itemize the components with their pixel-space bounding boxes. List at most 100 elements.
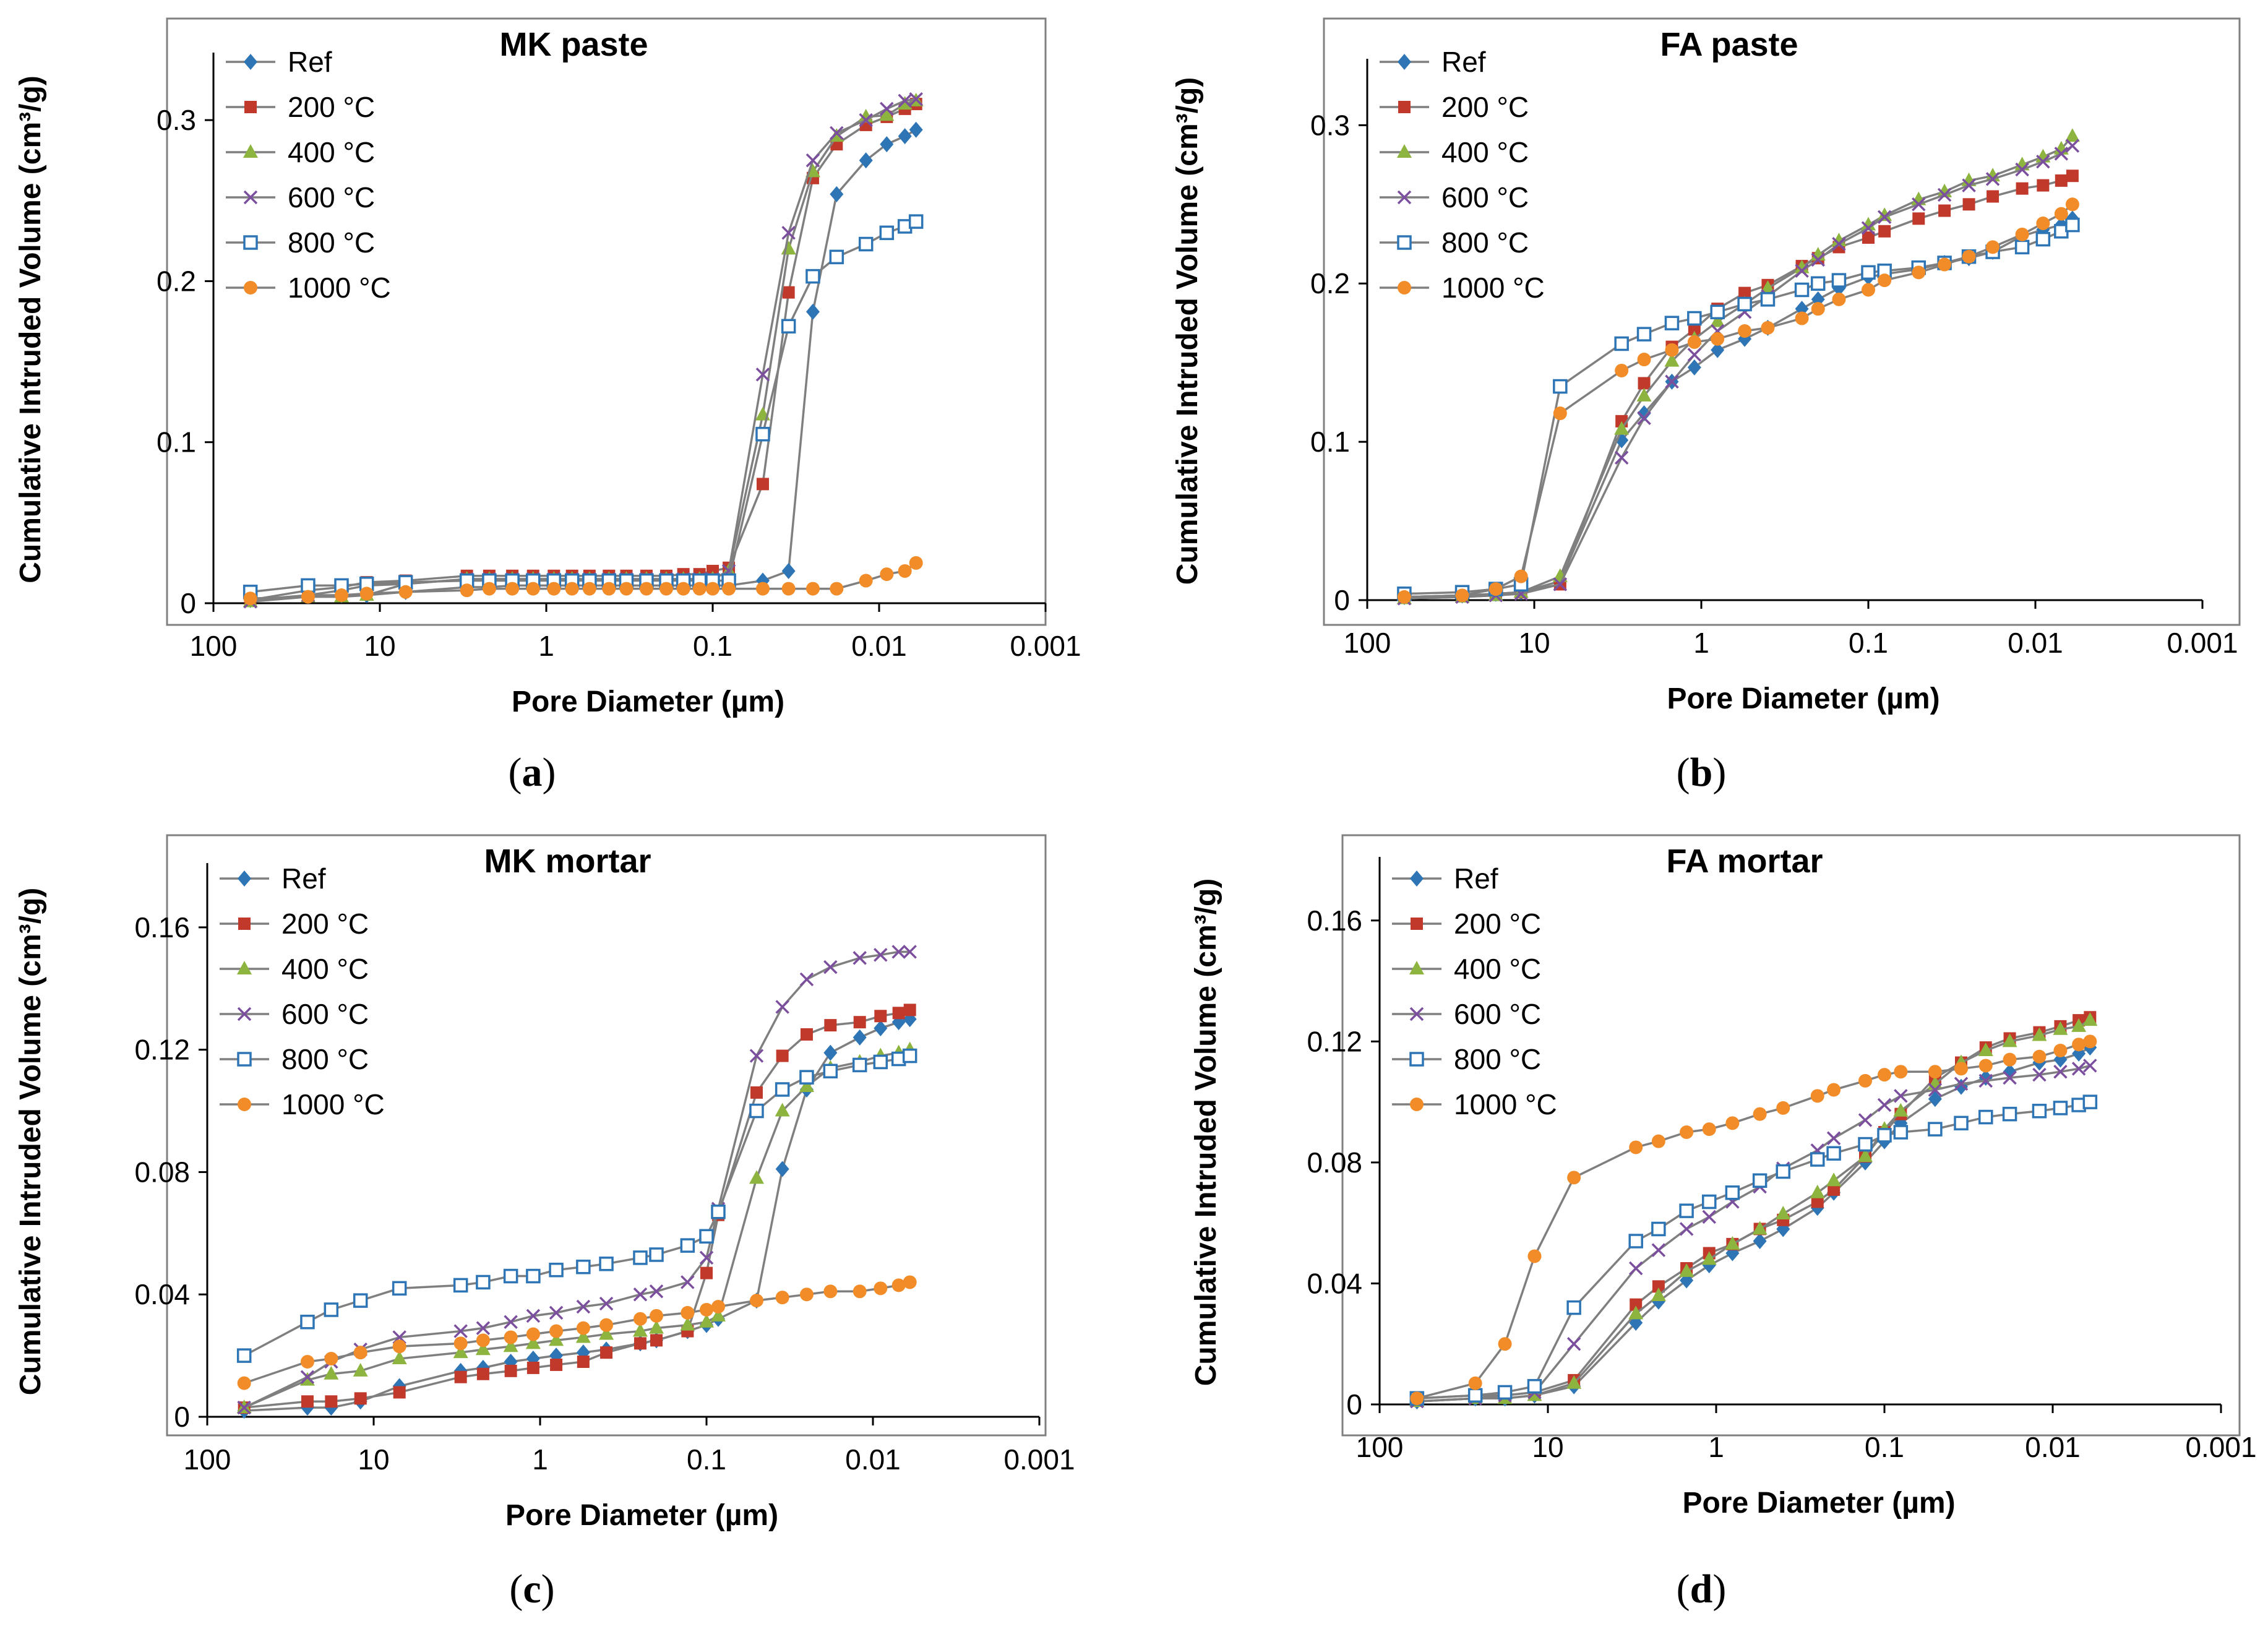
data-point — [2036, 154, 2050, 169]
data-point — [324, 1365, 339, 1380]
data-point — [301, 1395, 314, 1408]
data-point — [853, 1029, 867, 1046]
data-point — [1810, 1184, 1825, 1198]
data-point — [1514, 569, 1528, 583]
data-point — [576, 1259, 591, 1274]
legend-label: 400 °C — [281, 953, 369, 985]
series-1000-c — [237, 1275, 917, 1390]
data-point — [237, 1376, 251, 1390]
data-point — [1928, 1083, 1943, 1097]
x-tick-label: 10 — [1518, 627, 1550, 659]
panel-fa-mortar: 100 10 1 0.1 0.01 0.001 0 0.04 0.08 0.12 0.16 Pore … — [1190, 834, 2257, 1612]
data-point — [1687, 348, 1702, 362]
data-point — [236, 1348, 252, 1363]
data-point — [504, 1315, 518, 1329]
x-tick-label: 0.001 — [1003, 1443, 1075, 1476]
data-point — [2032, 1104, 2047, 1119]
data-point — [1858, 1113, 1873, 1127]
data-point — [526, 582, 540, 596]
series-600-c — [243, 92, 923, 609]
data-point — [2054, 207, 2068, 221]
data-point — [676, 582, 690, 596]
data-point — [550, 1358, 563, 1371]
data-point — [1665, 374, 1679, 389]
data-point — [1831, 273, 1847, 288]
data-point — [1828, 1183, 1841, 1196]
legend-marker — [244, 281, 257, 294]
data-point — [1455, 588, 1469, 603]
data-point — [1877, 1128, 1892, 1143]
data-point — [2032, 1067, 2047, 1082]
data-point — [1566, 1375, 1582, 1389]
panel-caption: (a) — [509, 750, 556, 795]
legend-marker — [237, 1052, 252, 1067]
data-point — [237, 1400, 251, 1415]
data-point — [1637, 405, 1651, 422]
data-point — [2015, 227, 2029, 241]
legend-marker — [244, 54, 257, 70]
data-point — [1566, 1300, 1581, 1315]
legend-marker — [237, 1007, 252, 1021]
legend-label: 800 °C — [1441, 226, 1529, 259]
panel-fa-paste: 100 10 1 0.1 0.01 0.001 0 0.1 0.2 0.3 Pore Diamete… — [1171, 17, 2241, 795]
data-point — [1810, 1089, 1824, 1103]
data-point — [781, 582, 796, 596]
data-point — [1553, 406, 1567, 421]
data-point — [482, 582, 496, 596]
series-1000-c — [1410, 1034, 2097, 1406]
data-point — [1893, 1125, 1909, 1140]
data-point — [1527, 1378, 1542, 1394]
x-tick-label: 1 — [1693, 627, 1709, 659]
y-tick-label: 0.12 — [134, 1034, 190, 1066]
data-point — [2053, 1064, 2068, 1079]
data-point — [1725, 1236, 1740, 1250]
chart-title: FA paste — [1660, 26, 1798, 63]
y-tick-label: 0 — [174, 1401, 190, 1433]
series-200-c — [244, 98, 922, 606]
data-point — [1652, 1280, 1665, 1293]
data-point — [898, 128, 912, 145]
data-point — [301, 578, 316, 593]
data-point — [859, 574, 873, 588]
data-point — [706, 582, 719, 596]
legend-marker — [1410, 870, 1424, 887]
data-point — [525, 1335, 541, 1349]
data-point — [903, 945, 917, 959]
y-tick-label: 0.08 — [1307, 1146, 1362, 1179]
panel-caption: (b) — [1677, 750, 1727, 795]
data-point — [1776, 1164, 1790, 1179]
data-point — [2054, 147, 2069, 161]
data-point — [602, 582, 616, 596]
data-point — [1877, 210, 1892, 225]
data-point — [582, 582, 596, 596]
y-tick-label: 0 — [1334, 584, 1350, 616]
data-point — [659, 582, 674, 596]
y-axis-title: Cumulative Intruded Volume (cm³/g) — [1190, 879, 1222, 1386]
data-point — [335, 588, 349, 602]
data-point — [649, 1320, 664, 1334]
data-point — [1628, 1305, 1644, 1320]
legend-marker — [238, 870, 251, 887]
data-point — [526, 1309, 541, 1323]
data-point — [650, 1309, 664, 1323]
legend-label: 1000 °C — [281, 1088, 385, 1120]
legend: Ref 200 °C 400 °C 600 °C 800 °C 1000 °C — [1392, 862, 1557, 1120]
data-point — [1687, 335, 1701, 349]
y-tick-label: 0.04 — [134, 1278, 190, 1310]
data-point — [1468, 1376, 1482, 1390]
data-point — [1795, 264, 1809, 278]
data-point — [453, 1278, 468, 1293]
data-point — [775, 1103, 790, 1117]
data-point — [722, 582, 736, 596]
legend-label: 200 °C — [1454, 908, 1541, 940]
data-point — [454, 1370, 467, 1383]
data-point — [1760, 280, 1776, 294]
data-point — [1858, 1148, 1873, 1163]
data-point — [1614, 336, 1629, 351]
data-point — [1978, 1042, 1993, 1056]
data-point — [1826, 1146, 1841, 1161]
series-line — [1404, 145, 2073, 600]
data-point — [1636, 327, 1652, 342]
legend-label: 1000 °C — [1441, 272, 1545, 304]
